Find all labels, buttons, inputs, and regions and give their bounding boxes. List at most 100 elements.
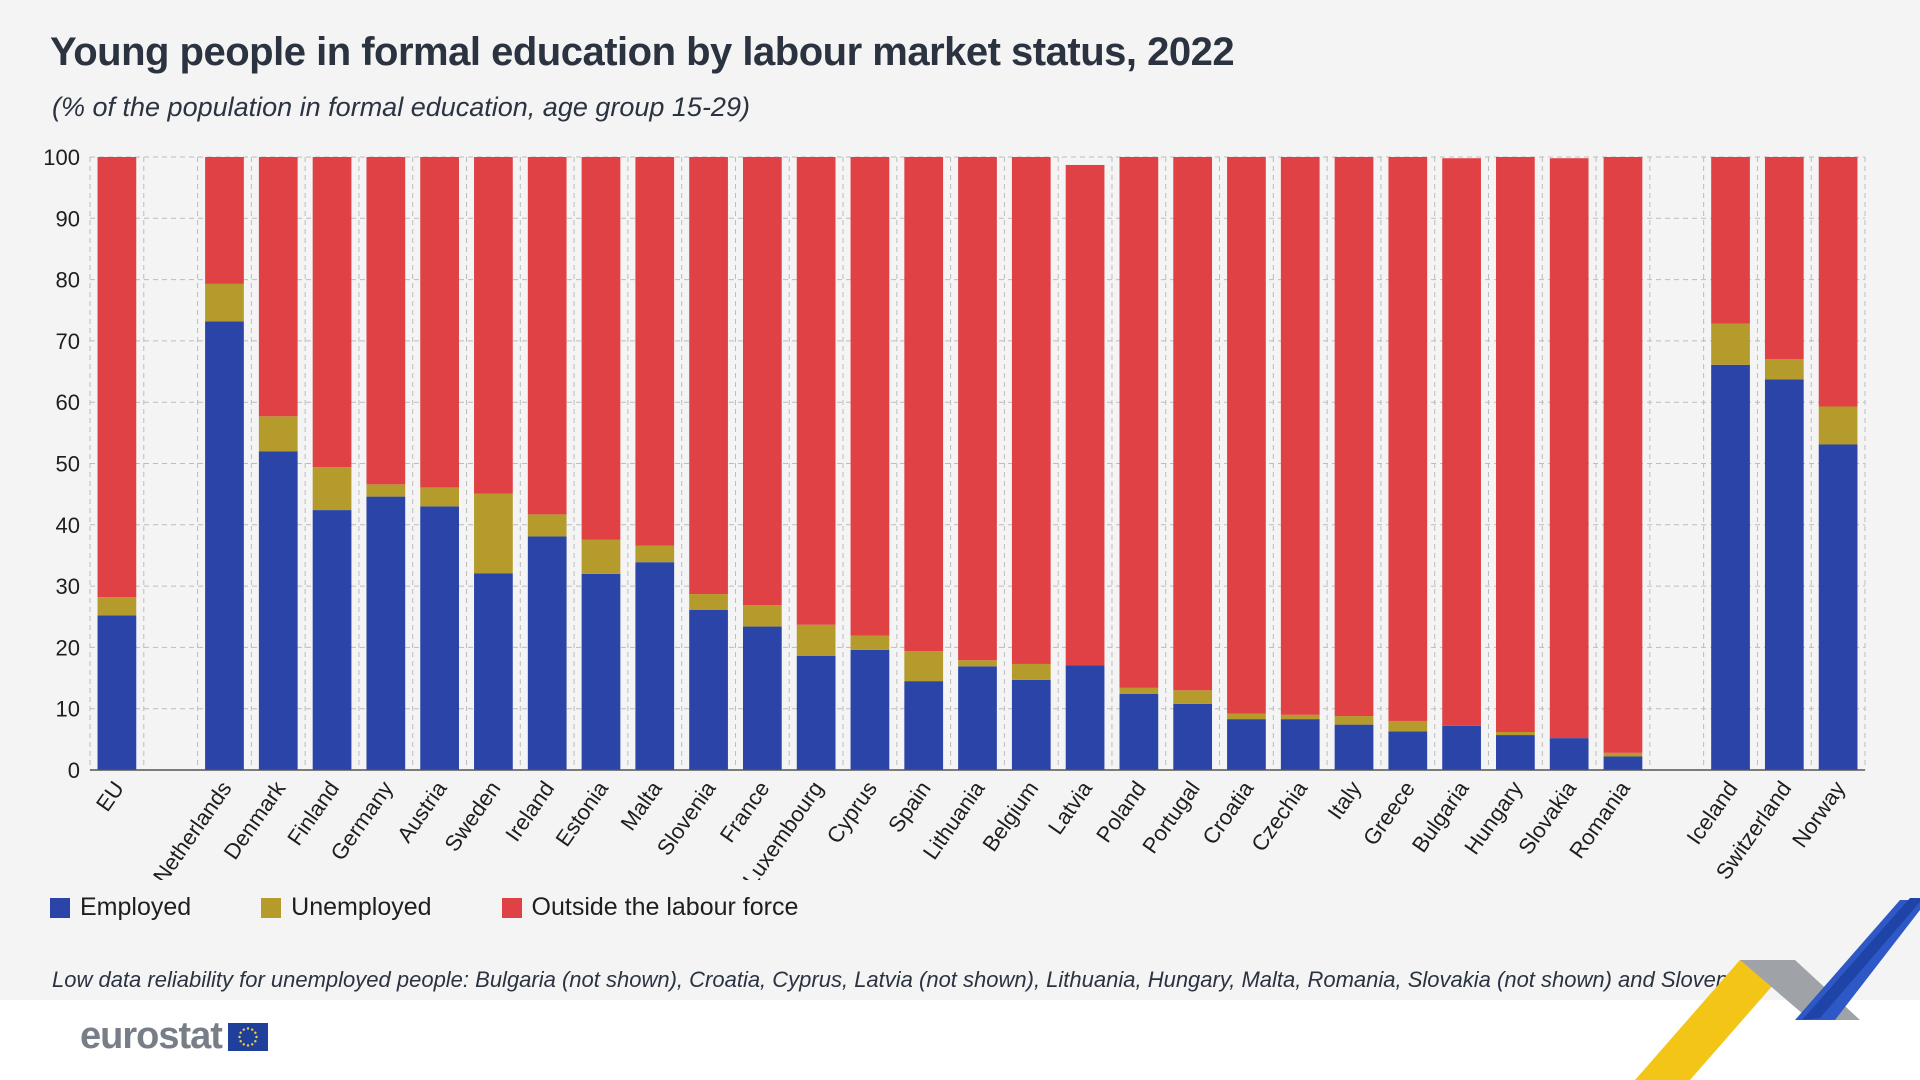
bar-segment-unemployed [1119, 687, 1159, 694]
bar-segment-employed [958, 666, 997, 770]
legend-label-unemployed: Unemployed [291, 893, 432, 921]
bar-segment-employed [1388, 731, 1428, 770]
bar-segment-outside-the-labour-force [1603, 157, 1643, 753]
bar-segment-unemployed [796, 624, 836, 656]
y-tick-label: 50 [56, 452, 80, 477]
bar-segment-employed [1173, 703, 1213, 770]
bar-segment-employed [1549, 738, 1589, 770]
x-tick-label: Latvia [1043, 776, 1098, 839]
bar-segment-outside-the-labour-force [1334, 157, 1374, 717]
bar-segment-unemployed [474, 493, 513, 574]
bar-segment-unemployed [420, 487, 459, 507]
bar-segment-unemployed [689, 594, 728, 611]
y-tick-label: 10 [56, 697, 80, 722]
bar-segment-unemployed [742, 605, 782, 627]
y-tick-label: 90 [56, 206, 80, 231]
bar-segment-outside-the-labour-force [1065, 164, 1105, 666]
bar-segment-outside-the-labour-force [1388, 157, 1428, 721]
chart-subtitle: (% of the population in formal education… [52, 92, 750, 122]
bar-segment-outside-the-labour-force [796, 157, 836, 625]
bar-segment-employed [581, 573, 621, 770]
bar-segment-unemployed [1818, 406, 1858, 445]
bar-segment-unemployed [635, 545, 675, 563]
bar-segment-employed [205, 321, 244, 770]
flag-star [238, 1035, 241, 1038]
y-tick-label: 0 [68, 758, 80, 783]
bar-segment-unemployed [366, 484, 406, 497]
legend-item-employed: Employed [50, 893, 191, 922]
x-tick-label: Norway [1787, 777, 1850, 852]
flag-star [242, 1027, 245, 1031]
bar-segment-outside-the-labour-force [689, 157, 728, 595]
bar-segment-employed [1065, 665, 1105, 770]
y-tick-label: 60 [56, 390, 80, 415]
bar-segment-unemployed [1496, 731, 1535, 736]
bar-segment-unemployed [527, 514, 567, 537]
logo-text: eurostat [80, 1015, 223, 1057]
y-tick-label: 40 [56, 513, 80, 538]
bar-segment-unemployed [258, 416, 298, 452]
bar-segment-unemployed [1334, 716, 1374, 725]
bar-segment-outside-the-labour-force [97, 157, 137, 598]
bar-segment-unemployed [1173, 690, 1213, 704]
bar-segment-unemployed [1711, 323, 1750, 365]
x-tick-label: Netherlands [148, 777, 237, 880]
bar-segment-employed [1119, 693, 1159, 770]
bar-segment-employed [1011, 679, 1051, 770]
x-tick-label: Spain [883, 777, 936, 837]
flag-star [254, 1031, 257, 1034]
x-tick-label: Italy [1322, 777, 1366, 824]
bar-segment-unemployed [97, 597, 137, 616]
bar-segment-unemployed [1227, 713, 1266, 720]
legend-item-outside: Outside the labour force [501, 893, 799, 922]
bar-segment-employed [258, 451, 298, 770]
flag-star [250, 1042, 254, 1046]
chart-title: Young people in formal education by labo… [50, 30, 1235, 74]
legend-label-outside: Outside the labour force [531, 893, 799, 921]
bar-segment-employed [635, 562, 675, 770]
bar-segment-outside-the-labour-force [1442, 158, 1481, 726]
legend-label-employed: Employed [80, 893, 192, 921]
bar-segment-employed [527, 536, 567, 770]
bar-segment-employed [1818, 444, 1858, 770]
bar-segment-employed [1334, 724, 1374, 770]
bar-segment-outside-the-labour-force [1119, 157, 1159, 688]
bar-segment-employed [850, 649, 890, 770]
y-tick-label: 20 [56, 635, 80, 660]
bar-segment-employed [1280, 719, 1320, 770]
bar-segment-employed [312, 510, 352, 770]
bar-segment-outside-the-labour-force [904, 157, 944, 652]
bar-segment-employed [904, 681, 944, 770]
bar-segment-employed [796, 655, 836, 770]
flag-star [239, 1031, 242, 1034]
bar-segment-outside-the-labour-force [258, 157, 298, 417]
y-tick-label: 30 [56, 574, 80, 599]
bar-segment-unemployed [958, 660, 997, 667]
bar-segment-outside-the-labour-force [474, 157, 513, 494]
legend-item-unemployed: Unemployed [261, 893, 432, 922]
legend-swatch-outside [501, 897, 522, 918]
flag-star [239, 1039, 242, 1042]
bar-segment-outside-the-labour-force [742, 157, 782, 606]
y-tick-label: 70 [56, 329, 80, 354]
bar-segment-unemployed [312, 467, 352, 511]
flag-star [242, 1042, 245, 1046]
bar-segment-outside-the-labour-force [581, 157, 621, 540]
bar-segment-outside-the-labour-force [1764, 157, 1804, 360]
x-tick-label: Estonia [551, 776, 614, 851]
bar-segment-unemployed [581, 539, 621, 574]
chevron-decoration-icon [1635, 898, 1920, 1080]
bar-segment-employed [1227, 719, 1266, 770]
bar-segment-outside-the-labour-force [366, 157, 406, 485]
bar-segment-employed [366, 496, 406, 770]
flag-star [250, 1027, 254, 1031]
bar-segment-employed [689, 610, 728, 770]
bar-segment-employed [1603, 756, 1643, 770]
bar-segment-outside-the-labour-force [1227, 157, 1266, 714]
bar-segment-outside-the-labour-force [420, 157, 459, 488]
bar-segment-outside-the-labour-force [1280, 157, 1320, 715]
chart-footnote: Low data reliability for unemployed peop… [52, 967, 1746, 992]
x-tick-label: EU [91, 777, 129, 816]
eurostat-logo: eurostat [80, 1015, 268, 1058]
